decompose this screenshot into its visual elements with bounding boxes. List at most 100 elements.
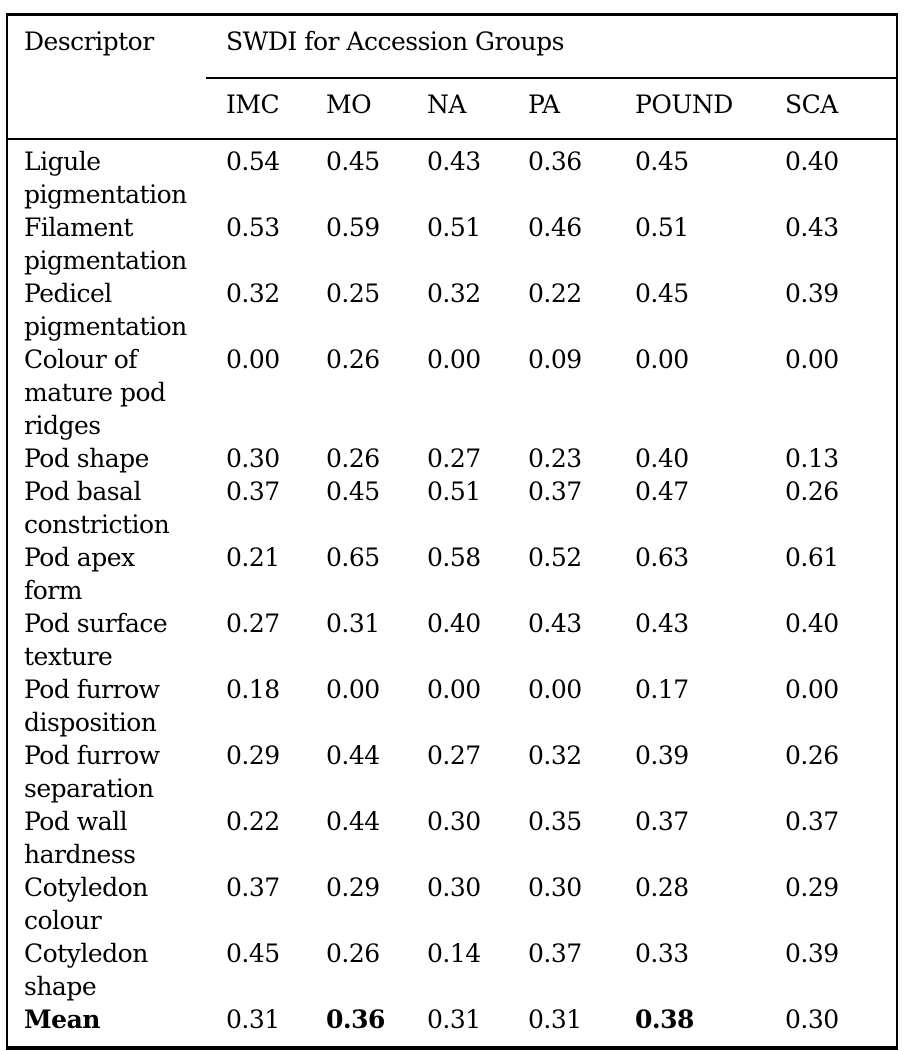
row-descriptor: Pedicel pigmentation	[24, 279, 187, 341]
row-value: 0.35	[528, 807, 582, 836]
row-value: 0.37	[635, 807, 689, 836]
group-column-header: SWDI for Accession Groups	[206, 14, 898, 79]
row-value: 0.30	[785, 1005, 839, 1034]
row-value: 0.45	[326, 477, 380, 506]
row-value: 0.26	[326, 345, 380, 374]
row-value: 0.17	[635, 675, 689, 704]
row-value: 0.00	[785, 345, 839, 374]
table-header: Descriptor SWDI for Accession Groups IMC…	[7, 14, 898, 140]
row-value: 0.40	[635, 444, 689, 473]
row-value: 0.30	[427, 807, 481, 836]
row-value: 0.37	[528, 939, 582, 968]
table-row: Pod furrow disposition 0.18 0.00 0.00 0.00 0.…	[7, 673, 897, 739]
row-value: 0.44	[326, 741, 380, 770]
row-value: 0.13	[785, 444, 839, 473]
header-row-group: Descriptor SWDI for Accession Groups	[7, 14, 898, 140]
row-value: 0.43	[528, 609, 582, 638]
table-row: Pod basal constriction 0.37 0.45 0.51 0.37 0.…	[7, 475, 897, 541]
row-value: 0.09	[528, 345, 582, 374]
row-value: 0.29	[785, 873, 839, 902]
row-value: 0.32	[226, 279, 280, 308]
descriptor-column-header: Descriptor	[7, 14, 206, 140]
row-value: 0.37	[785, 807, 839, 836]
row-value: 0.25	[326, 279, 380, 308]
row-value: 0.26	[326, 444, 380, 473]
row-value: 0.14	[427, 939, 481, 968]
row-value: 0.37	[226, 477, 280, 506]
row-value: 0.44	[326, 807, 380, 836]
row-descriptor: Pod shape	[24, 444, 149, 473]
row-value: 0.27	[226, 609, 280, 638]
row-value: 0.58	[427, 543, 481, 572]
row-value: 0.31	[326, 609, 380, 638]
row-descriptor: Pod apex form	[24, 543, 135, 605]
row-value: 0.23	[528, 444, 582, 473]
row-descriptor: Filament pigmentation	[24, 213, 187, 275]
row-value: 0.31	[427, 1005, 481, 1034]
row-value: 0.40	[785, 147, 839, 176]
row-value: 0.51	[427, 213, 481, 242]
row-value: 0.00	[785, 675, 839, 704]
row-value: 0.30	[528, 873, 582, 902]
row-value: 0.53	[226, 213, 280, 242]
row-value: 0.39	[785, 279, 839, 308]
row-value: 0.27	[427, 741, 481, 770]
row-value: 0.30	[427, 873, 481, 902]
row-value: 0.22	[528, 279, 582, 308]
row-value: 0.26	[326, 939, 380, 968]
row-value: 0.38	[635, 1005, 694, 1034]
row-value: 0.37	[528, 477, 582, 506]
row-value: 0.28	[635, 873, 689, 902]
table-row: Ligule pigmentation 0.54 0.45 0.43 0.36 0.45 0…	[7, 139, 897, 211]
row-value: 0.45	[326, 147, 380, 176]
row-value: 0.52	[528, 543, 582, 572]
table-row: Pod furrow separation 0.29 0.44 0.27 0.32 0.3…	[7, 739, 897, 805]
row-value: 0.22	[226, 807, 280, 836]
row-value: 0.40	[785, 609, 839, 638]
row-value: 0.39	[635, 741, 689, 770]
row-descriptor: Cotyledon shape	[24, 939, 148, 1001]
row-value: 0.51	[635, 213, 689, 242]
row-value: 0.00	[226, 345, 280, 374]
table-row: Pod wall hardness 0.22 0.44 0.30 0.35 0.37 0.3…	[7, 805, 897, 871]
table-row: Pedicel pigmentation 0.32 0.25 0.32 0.22 0.45…	[7, 277, 897, 343]
row-value: 0.33	[635, 939, 689, 968]
row-value: 0.59	[326, 213, 380, 242]
row-value: 0.47	[635, 477, 689, 506]
table-row: Mean 0.31 0.36 0.31 0.31 0.38 0.30	[7, 1003, 897, 1048]
row-value: 0.31	[528, 1005, 582, 1034]
row-value: 0.45	[635, 147, 689, 176]
row-value: 0.18	[226, 675, 280, 704]
row-descriptor: Ligule pigmentation	[24, 147, 187, 209]
row-value: 0.31	[226, 1005, 280, 1034]
row-descriptor: Pod basal constriction	[24, 477, 170, 539]
table-row: Colour of mature pod ridges 0.00 0.26 0.00 0…	[7, 343, 897, 442]
row-value: 0.43	[635, 609, 689, 638]
column-header-pound: POUND	[615, 78, 765, 140]
row-value: 0.00	[528, 675, 582, 704]
row-value: 0.00	[427, 345, 481, 374]
row-value: 0.65	[326, 543, 380, 572]
table-row: Cotyledon shape 0.45 0.26 0.14 0.37 0.33 0.39	[7, 937, 897, 1003]
row-descriptor: Pod furrow disposition	[24, 675, 160, 737]
row-value: 0.26	[785, 741, 839, 770]
row-value: 0.51	[427, 477, 481, 506]
row-descriptor: Cotyledon colour	[24, 873, 148, 935]
table-row: Pod apex form 0.21 0.65 0.58 0.52 0.63 0.61	[7, 541, 897, 607]
row-value: 0.46	[528, 213, 582, 242]
row-value: 0.00	[326, 675, 380, 704]
row-value: 0.00	[427, 675, 481, 704]
table-row: Cotyledon colour 0.37 0.29 0.30 0.30 0.28 0.29	[7, 871, 897, 937]
row-value: 0.26	[785, 477, 839, 506]
row-value: 0.43	[427, 147, 481, 176]
column-header-mo: MO	[306, 78, 407, 140]
row-descriptor: Mean	[24, 1005, 100, 1034]
table-body: Ligule pigmentation 0.54 0.45 0.43 0.36 0.45 0…	[7, 139, 897, 1048]
row-value: 0.32	[528, 741, 582, 770]
row-value: 0.27	[427, 444, 481, 473]
table-row: Filament pigmentation 0.53 0.59 0.51 0.46 0.5…	[7, 211, 897, 277]
header-row-columns: IMC MO NA PA POUND SCA	[7, 78, 898, 140]
column-header-imc: IMC	[206, 78, 306, 140]
row-value: 0.32	[427, 279, 481, 308]
